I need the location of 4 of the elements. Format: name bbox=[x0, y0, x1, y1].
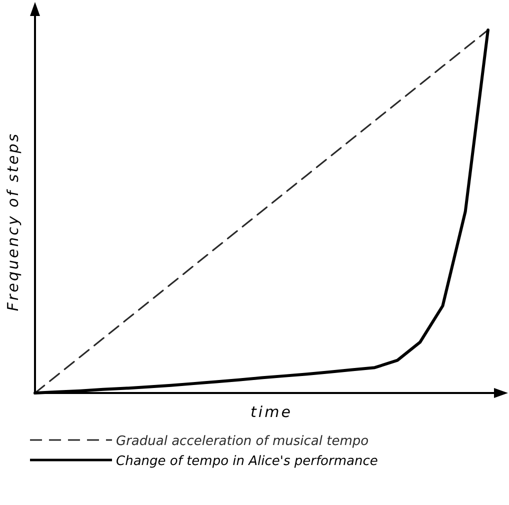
y-axis-title: Frequency of steps bbox=[4, 132, 22, 312]
x-axis-title: time bbox=[250, 403, 292, 421]
text: Gradual acceleration of musical tempo bbox=[116, 434, 369, 449]
text: Change of tempo in Alice's performance bbox=[116, 454, 378, 469]
